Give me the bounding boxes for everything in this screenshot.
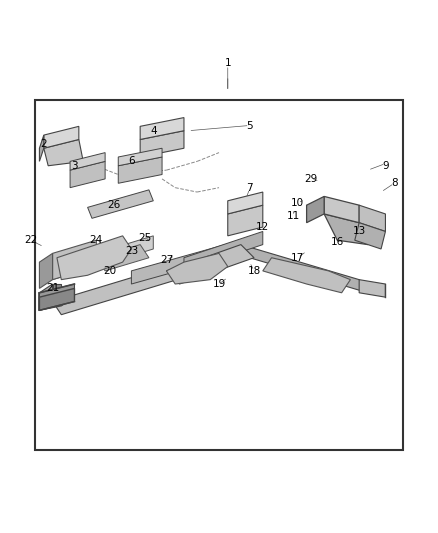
Text: 13: 13: [353, 227, 366, 237]
Text: 24: 24: [90, 235, 103, 245]
Polygon shape: [53, 245, 250, 314]
Polygon shape: [39, 284, 53, 310]
Polygon shape: [359, 280, 385, 297]
Polygon shape: [131, 240, 241, 284]
Text: 5: 5: [246, 122, 253, 131]
Polygon shape: [324, 197, 359, 223]
Polygon shape: [53, 284, 61, 302]
Polygon shape: [355, 223, 385, 249]
Polygon shape: [140, 131, 184, 157]
Polygon shape: [39, 297, 74, 310]
Polygon shape: [184, 231, 263, 271]
Text: 22: 22: [24, 235, 37, 245]
Polygon shape: [359, 205, 385, 231]
Polygon shape: [70, 161, 105, 188]
Polygon shape: [39, 288, 74, 310]
Text: 19: 19: [212, 279, 226, 289]
Polygon shape: [228, 205, 263, 236]
Polygon shape: [44, 126, 79, 148]
Polygon shape: [39, 284, 74, 310]
Polygon shape: [96, 245, 149, 271]
Text: 4: 4: [150, 126, 157, 136]
Text: 9: 9: [382, 161, 389, 171]
Text: 23: 23: [125, 246, 138, 256]
Text: 3: 3: [71, 161, 78, 171]
Polygon shape: [324, 214, 368, 245]
Text: 18: 18: [247, 266, 261, 276]
Polygon shape: [53, 240, 96, 280]
Text: 8: 8: [391, 178, 398, 188]
Polygon shape: [166, 245, 254, 284]
Text: 29: 29: [304, 174, 318, 184]
Text: 6: 6: [128, 156, 135, 166]
Text: 12: 12: [256, 222, 269, 232]
Text: 21: 21: [46, 284, 59, 293]
Polygon shape: [39, 253, 53, 288]
Polygon shape: [88, 190, 153, 219]
Text: 10: 10: [291, 198, 304, 208]
Polygon shape: [53, 236, 153, 280]
Bar: [35, 100, 403, 450]
Text: 16: 16: [331, 237, 344, 247]
Polygon shape: [118, 157, 162, 183]
Polygon shape: [118, 148, 162, 166]
Polygon shape: [307, 197, 324, 223]
Polygon shape: [263, 258, 350, 293]
Text: 27: 27: [160, 255, 173, 265]
Polygon shape: [70, 152, 105, 170]
Text: 7: 7: [246, 183, 253, 192]
Text: 25: 25: [138, 233, 151, 243]
Text: 20: 20: [103, 266, 116, 276]
Text: 1: 1: [224, 58, 231, 68]
Polygon shape: [44, 140, 83, 166]
Polygon shape: [241, 245, 368, 293]
Text: 11: 11: [287, 211, 300, 221]
Polygon shape: [228, 192, 263, 214]
Polygon shape: [57, 236, 131, 280]
Polygon shape: [39, 135, 44, 161]
Polygon shape: [140, 118, 184, 140]
Text: 2: 2: [40, 139, 47, 149]
Text: 17: 17: [291, 253, 304, 263]
Text: 26: 26: [107, 200, 120, 210]
Polygon shape: [166, 253, 228, 284]
